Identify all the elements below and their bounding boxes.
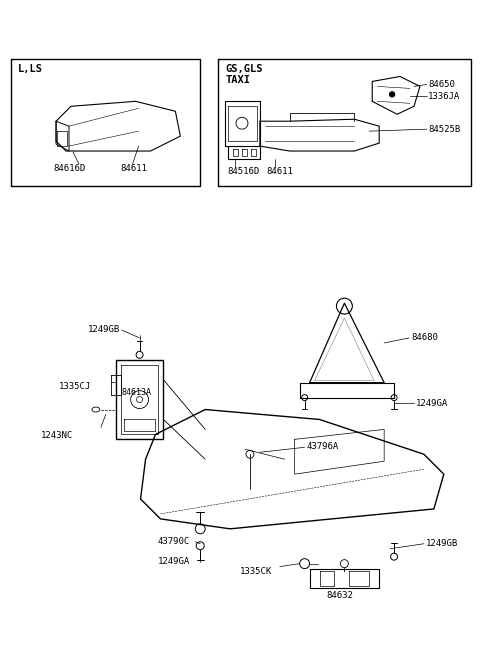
Text: 84616D: 84616D: [53, 164, 85, 173]
Text: 84516D: 84516D: [227, 167, 259, 176]
Text: 84611: 84611: [267, 167, 294, 176]
Text: 1335CJ: 1335CJ: [59, 382, 91, 391]
Text: 1243NC: 1243NC: [41, 432, 73, 440]
Text: 1335CK: 1335CK: [240, 566, 272, 576]
Text: 84525B: 84525B: [428, 125, 460, 134]
Text: 84611: 84611: [120, 164, 147, 173]
Circle shape: [390, 92, 395, 97]
Text: 84632: 84632: [326, 591, 353, 600]
Text: 84680: 84680: [411, 333, 438, 342]
Text: 1336JA: 1336JA: [428, 93, 460, 101]
Text: 1249GB: 1249GB: [88, 325, 120, 334]
Text: 1249GA: 1249GA: [157, 556, 190, 566]
Text: 1249GB: 1249GB: [426, 539, 458, 548]
Text: GS,GLS: GS,GLS: [225, 64, 263, 74]
Text: L,LS: L,LS: [18, 64, 43, 74]
Text: 84650: 84650: [428, 80, 455, 89]
Text: 1249GA: 1249GA: [416, 399, 448, 407]
Text: TAXI: TAXI: [225, 76, 250, 85]
Text: 43790C: 43790C: [157, 537, 190, 546]
Text: 84613A: 84613A: [122, 388, 152, 397]
Text: 43796A: 43796A: [307, 442, 339, 451]
